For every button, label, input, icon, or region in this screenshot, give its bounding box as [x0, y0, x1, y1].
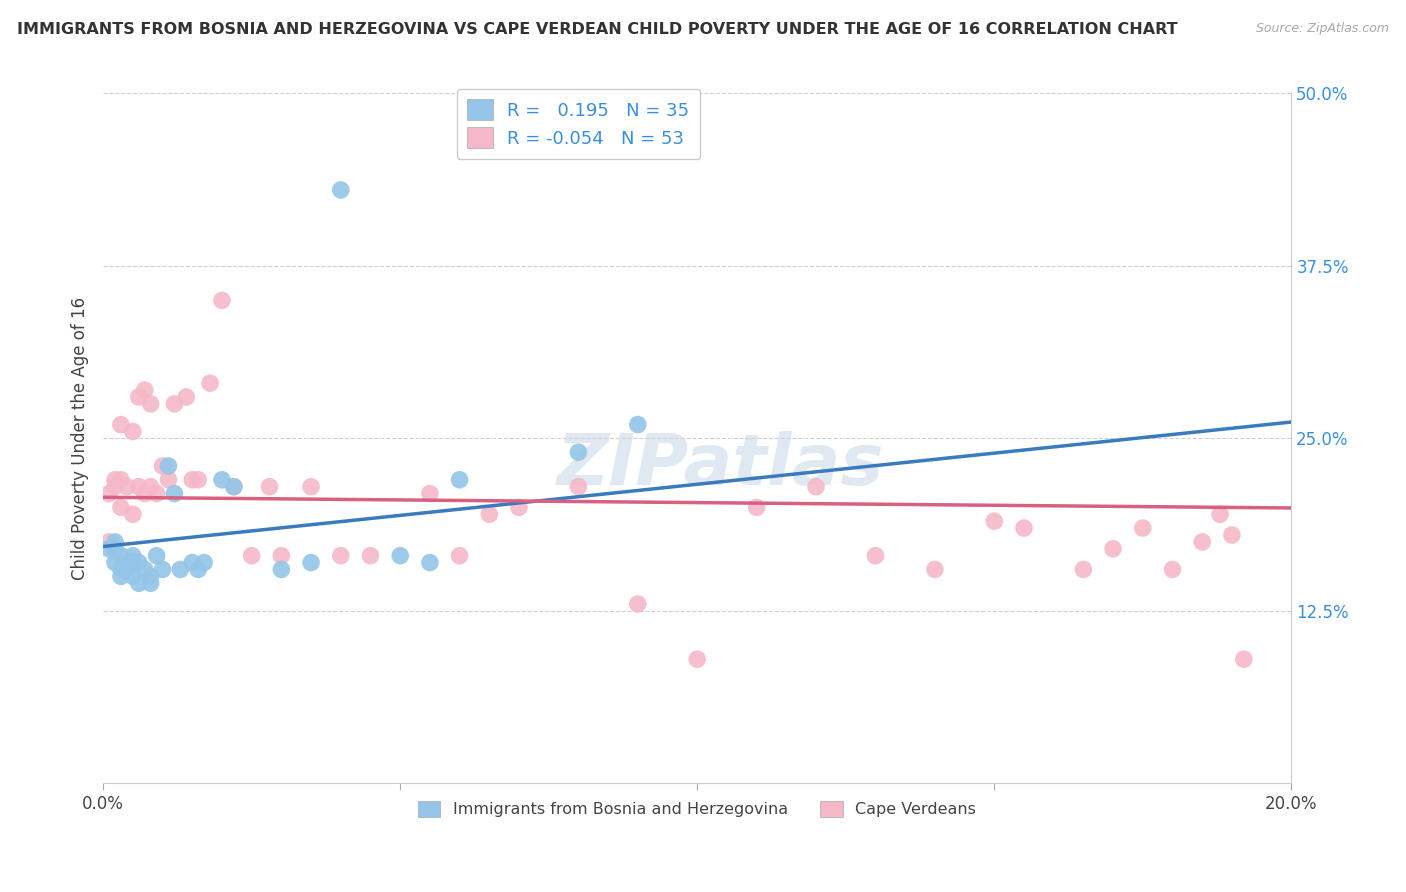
Point [104, 480, 127, 494]
Point [128, 576, 150, 591]
Point [449, 549, 471, 563]
Point [115, 562, 138, 576]
Point [187, 562, 209, 576]
Point [104, 556, 127, 570]
Point [1073, 562, 1095, 576]
Point [145, 549, 167, 563]
Point [211, 293, 233, 308]
Point [98, 534, 121, 549]
Point [389, 549, 412, 563]
Point [134, 383, 156, 397]
Point [152, 458, 174, 473]
Point [686, 652, 709, 666]
Text: IMMIGRANTS FROM BOSNIA AND HERZEGOVINA VS CAPE VERDEAN CHILD POVERTY UNDER THE A: IMMIGRANTS FROM BOSNIA AND HERZEGOVINA V… [17, 22, 1177, 37]
Point [865, 549, 887, 563]
Point [121, 549, 143, 563]
Point [745, 500, 768, 515]
Point [110, 500, 132, 515]
Point [98, 486, 121, 500]
Point [419, 486, 441, 500]
Point [98, 541, 121, 556]
Point [983, 514, 1005, 528]
Point [110, 562, 132, 576]
Point [139, 480, 162, 494]
Point [163, 486, 186, 500]
Point [299, 556, 322, 570]
Text: Source: ZipAtlas.com: Source: ZipAtlas.com [1256, 22, 1389, 36]
Point [198, 376, 221, 391]
Point [139, 397, 162, 411]
Point [121, 508, 143, 522]
Point [508, 500, 530, 515]
Point [134, 562, 156, 576]
Point [211, 473, 233, 487]
Point [134, 486, 156, 500]
Point [176, 390, 198, 404]
Point [128, 480, 150, 494]
Point [169, 562, 191, 576]
Point [110, 473, 132, 487]
Point [157, 473, 180, 487]
Point [181, 556, 204, 570]
Point [270, 562, 292, 576]
Point [104, 473, 127, 487]
Point [1102, 541, 1125, 556]
Legend: Immigrants from Bosnia and Herzegovina, Cape Verdeans: Immigrants from Bosnia and Herzegovina, … [412, 795, 983, 823]
Text: ZIPatlas: ZIPatlas [557, 432, 884, 500]
Point [1191, 534, 1213, 549]
Point [193, 556, 215, 570]
Point [567, 480, 589, 494]
Point [804, 480, 827, 494]
Point [157, 458, 180, 473]
Point [1220, 528, 1243, 542]
Point [163, 397, 186, 411]
Point [110, 569, 132, 583]
Point [329, 183, 352, 197]
Point [121, 425, 143, 439]
Point [110, 549, 132, 563]
Point [139, 569, 162, 583]
Point [1012, 521, 1035, 535]
Point [627, 417, 650, 432]
Point [1233, 652, 1256, 666]
Point [145, 486, 167, 500]
Point [1132, 521, 1154, 535]
Point [222, 480, 245, 494]
Point [567, 445, 589, 459]
Point [329, 549, 352, 563]
Point [121, 556, 143, 570]
Point [152, 562, 174, 576]
Point [1161, 562, 1184, 576]
Point [627, 597, 650, 611]
Point [110, 417, 132, 432]
Point [121, 569, 143, 583]
Point [128, 556, 150, 570]
Point [259, 480, 281, 494]
Point [139, 576, 162, 591]
Point [115, 556, 138, 570]
Point [924, 562, 946, 576]
Point [222, 480, 245, 494]
Point [299, 480, 322, 494]
Point [187, 473, 209, 487]
Point [115, 480, 138, 494]
Y-axis label: Child Poverty Under the Age of 16: Child Poverty Under the Age of 16 [72, 297, 89, 580]
Point [419, 556, 441, 570]
Point [240, 549, 263, 563]
Point [104, 541, 127, 556]
Point [359, 549, 381, 563]
Point [181, 473, 204, 487]
Point [128, 390, 150, 404]
Point [1209, 508, 1232, 522]
Point [270, 549, 292, 563]
Point [478, 508, 501, 522]
Point [104, 534, 127, 549]
Point [449, 473, 471, 487]
